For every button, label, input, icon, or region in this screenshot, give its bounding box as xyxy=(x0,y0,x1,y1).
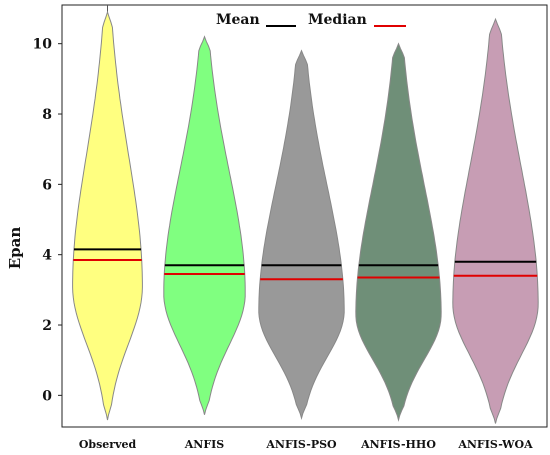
y-tick-label: 8 xyxy=(42,107,52,123)
violin-anfis-woa xyxy=(452,17,539,424)
y-axis-title: Epan xyxy=(6,227,24,270)
legend-median-label: Median xyxy=(308,12,367,28)
legend-mean-label: Mean xyxy=(216,12,260,28)
y-tick-label: 10 xyxy=(33,37,53,53)
legend: Mean Median xyxy=(216,12,406,28)
violin-anfis-hho xyxy=(355,42,442,422)
y-tick-label: 4 xyxy=(42,248,52,264)
y-axis: 0 2 4 6 8 10 xyxy=(33,37,62,404)
stats-group xyxy=(73,248,538,281)
y-tick-label: 6 xyxy=(42,177,52,193)
x-tick-label-anfis-hho: ANFIS-HHO xyxy=(360,438,436,451)
violin-observed xyxy=(72,10,143,421)
x-axis: Observed ANFIS ANFIS-PSO ANFIS-HHO ANFIS-WOA xyxy=(79,438,533,451)
x-tick-label-anfis-woa: ANFIS-WOA xyxy=(457,438,533,451)
x-tick-label-anfis: ANFIS xyxy=(184,438,225,451)
y-tick-label: 2 xyxy=(42,318,52,334)
violins-group xyxy=(72,10,539,424)
x-tick-label-observed: Observed xyxy=(79,438,137,451)
violin-anfis xyxy=(163,35,246,415)
y-tick-label: 0 xyxy=(42,388,52,404)
x-tick-label-anfis-pso: ANFIS-PSO xyxy=(265,438,337,451)
violin-anfis-pso xyxy=(258,49,345,421)
